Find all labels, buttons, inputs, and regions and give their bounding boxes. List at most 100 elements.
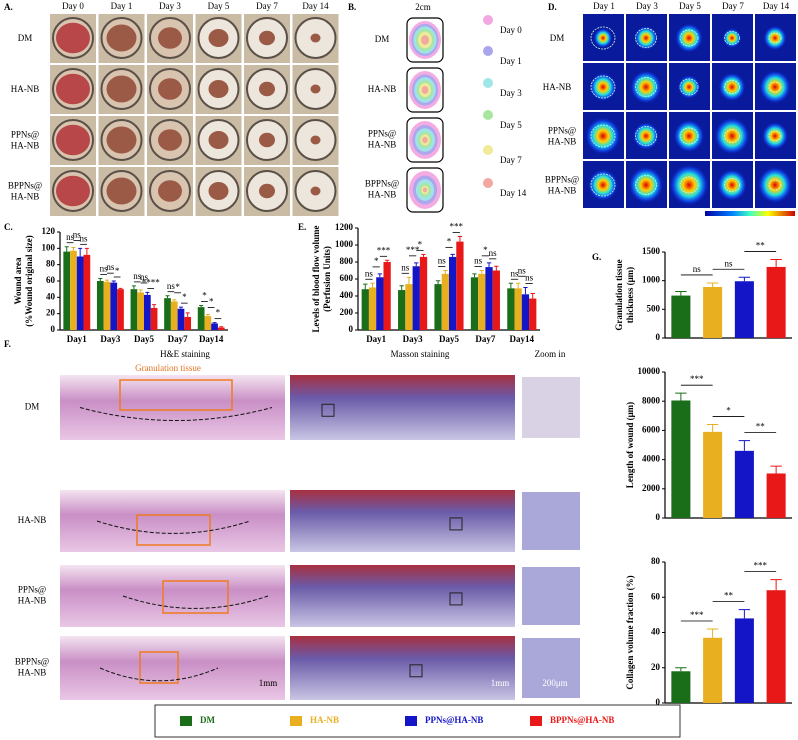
error-bar [706, 628, 719, 638]
bar [766, 473, 786, 518]
significance-label: **** [142, 277, 161, 287]
y-tick-label: 10000 [638, 366, 661, 376]
error-bar [706, 282, 719, 287]
perfusion-hotspot [589, 72, 617, 102]
row-label: DM [375, 34, 390, 44]
significance-label: *** [690, 374, 704, 384]
day-header: Day 7 [256, 1, 278, 11]
significance-label: ** [756, 241, 766, 251]
y-axis-label: (Perfusion Units) [322, 246, 332, 312]
section-title: H&E staining [160, 349, 210, 359]
bar [63, 251, 71, 330]
row-label: PPNs@ [548, 126, 576, 136]
bar [703, 637, 723, 703]
wound-outline [590, 75, 616, 99]
significance-label: ns [167, 281, 176, 291]
wound [310, 33, 321, 43]
legend-dot [483, 110, 493, 120]
wound [106, 24, 137, 52]
legend-box [154, 704, 681, 738]
wound-outline [635, 126, 657, 146]
day-header: Day 3 [636, 1, 658, 11]
error-bar [508, 282, 514, 289]
wound [259, 183, 275, 199]
wound [259, 30, 275, 46]
error-bar [515, 282, 521, 289]
wound-outline [590, 124, 616, 148]
bar [419, 256, 428, 330]
day-header: Day 14 [763, 1, 790, 11]
zoom-region [321, 403, 335, 417]
y-tick-label: 1200 [335, 222, 354, 232]
error-bar [185, 312, 190, 317]
wound [56, 175, 90, 207]
y-tick-label: 20 [651, 662, 661, 672]
legend-swatch [290, 716, 302, 726]
zoom-image [522, 638, 580, 698]
significance-label: ns [525, 273, 534, 283]
scale-bar: 200μm [542, 678, 567, 688]
significance-label: * [374, 256, 379, 266]
error-bar [450, 253, 455, 257]
bar [485, 267, 493, 330]
perfusion-hotspot [674, 23, 704, 53]
bar [456, 241, 464, 330]
x-tick-label: Day1 [67, 334, 87, 344]
error-bar [770, 258, 782, 267]
error-bar [384, 259, 390, 262]
row-label: HA-NB [18, 668, 47, 678]
y-tick-label: 0 [656, 332, 661, 342]
panel-label: E. [298, 222, 306, 232]
bar [184, 316, 192, 330]
bar [130, 289, 138, 330]
significance-label: ns [401, 262, 410, 272]
day-header: Day 3 [159, 1, 181, 11]
legend-label: PPNs@HA-NB [425, 715, 483, 725]
bar [507, 288, 515, 330]
y-tick-label: 120 [42, 226, 56, 236]
y-tick-label: 4000 [642, 454, 661, 464]
wound-edge-arrow [96, 520, 251, 534]
wound-outline [724, 80, 740, 94]
bar [150, 307, 158, 330]
wound-edge-arrow [122, 595, 269, 609]
perfusion-hotspot [718, 72, 746, 102]
perfusion-hotspot [763, 25, 787, 51]
significance-label: *** [690, 610, 704, 620]
significance-label: ns [133, 271, 142, 281]
legend-swatch [180, 716, 192, 726]
legend-label: BPPNs@HA-NB [550, 715, 614, 725]
legend-label: Day 3 [500, 88, 522, 98]
y-axis-label: Wound area [13, 257, 23, 305]
row-label: DM [18, 33, 33, 43]
significance-label: ns [100, 264, 109, 274]
row-label: BPPNs@ [365, 179, 399, 189]
legend-label: Day 14 [500, 188, 527, 198]
wound [208, 80, 229, 98]
error-bar [152, 304, 157, 308]
masson-image [290, 490, 515, 552]
row-label: BPPNs@ [545, 175, 579, 185]
significance-label: ns [511, 268, 520, 278]
row-label: DM [550, 33, 565, 43]
error-bar [675, 291, 687, 296]
granulation-box [162, 580, 229, 614]
bar [434, 284, 442, 330]
wound-outline [768, 81, 782, 93]
wound [56, 124, 90, 156]
bar [398, 290, 406, 330]
significance-label: *** [406, 245, 420, 255]
wound-outline [679, 127, 699, 145]
he-image [60, 565, 285, 627]
wound [56, 22, 90, 54]
perfusion-hotspot [585, 117, 621, 155]
wound-outline [635, 28, 657, 48]
x-tick-label: Day14 [199, 334, 224, 344]
wound [56, 73, 90, 105]
legend-label: Day 5 [500, 120, 522, 130]
y-tick-label: 400 [340, 290, 354, 300]
bar [76, 256, 84, 330]
error-bar [457, 236, 463, 242]
error-bar [118, 287, 123, 290]
x-tick-label: Day7 [168, 334, 188, 344]
